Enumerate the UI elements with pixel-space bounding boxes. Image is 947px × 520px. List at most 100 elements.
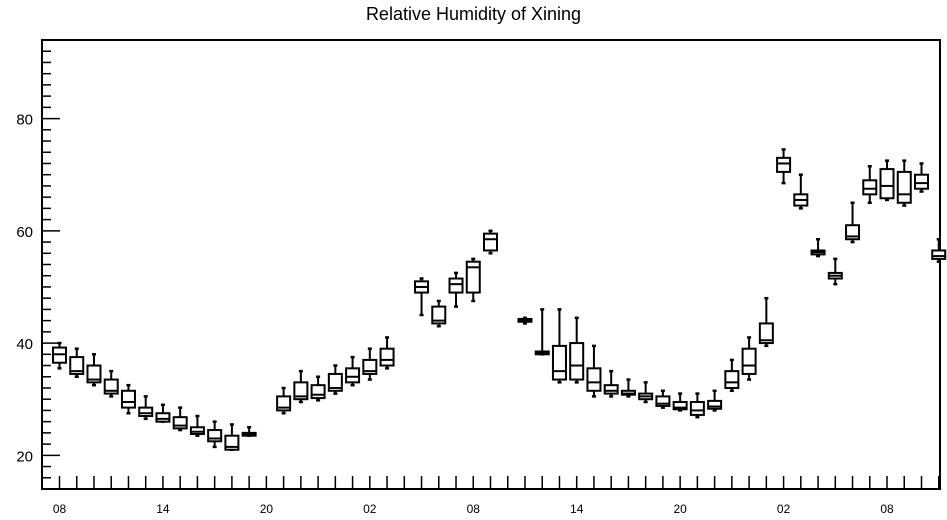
box xyxy=(707,389,723,412)
box xyxy=(845,201,861,244)
iqr-box xyxy=(69,356,85,375)
box xyxy=(741,336,757,381)
box xyxy=(483,229,498,255)
box-series xyxy=(52,148,947,451)
iqr-box xyxy=(689,401,705,416)
box xyxy=(758,296,774,348)
box xyxy=(638,381,654,404)
box xyxy=(327,364,343,395)
x-tick-label: 08 xyxy=(53,502,67,516)
box xyxy=(793,173,809,210)
iqr-box xyxy=(672,401,688,411)
chart-title: Relative Humidity of Xining xyxy=(365,4,582,24)
box xyxy=(310,375,326,402)
x-tick-label: 08 xyxy=(880,502,894,516)
iqr-box xyxy=(86,364,102,384)
box xyxy=(379,336,395,370)
iqr-box xyxy=(172,416,188,430)
box xyxy=(810,237,826,258)
box xyxy=(431,299,447,328)
box xyxy=(345,355,361,387)
box xyxy=(172,406,188,432)
box xyxy=(672,392,688,412)
iqr-box xyxy=(120,389,136,409)
box xyxy=(86,353,102,387)
iqr-box xyxy=(741,347,757,375)
iqr-box xyxy=(207,429,223,443)
y-axis: 20 40 60 80 xyxy=(16,50,60,479)
iqr-box xyxy=(724,370,740,389)
x-tick-label: 02 xyxy=(363,502,377,516)
box xyxy=(155,403,171,423)
y-tick-label: 40 xyxy=(16,336,33,353)
box xyxy=(655,389,671,409)
box xyxy=(224,423,240,451)
iqr-box xyxy=(465,260,481,294)
box xyxy=(586,344,602,398)
box xyxy=(414,277,430,317)
iqr-box xyxy=(655,395,671,407)
box xyxy=(896,159,912,207)
x-tick-label: 20 xyxy=(260,502,274,516)
box xyxy=(931,237,947,263)
iqr-box xyxy=(879,168,895,200)
box xyxy=(276,386,292,415)
x-tick-label: 14 xyxy=(570,502,584,516)
iqr-box xyxy=(758,322,774,345)
iqr-box xyxy=(310,384,326,400)
iqr-box xyxy=(931,249,947,260)
x-tick-label: 14 xyxy=(156,502,170,516)
iqr-box xyxy=(776,156,792,173)
box xyxy=(448,271,464,308)
iqr-box xyxy=(379,347,395,367)
iqr-box xyxy=(551,344,567,381)
box xyxy=(879,159,895,202)
iqr-box xyxy=(345,367,361,384)
box xyxy=(207,420,223,449)
box xyxy=(362,347,378,381)
box xyxy=(138,395,154,421)
box xyxy=(465,257,481,303)
y-tick-label: 60 xyxy=(16,224,33,241)
iqr-box xyxy=(707,399,723,410)
box xyxy=(569,316,585,384)
iqr-box xyxy=(293,381,309,401)
iqr-box xyxy=(431,305,447,325)
box xyxy=(551,308,567,384)
iqr-box xyxy=(189,426,205,435)
iqr-box xyxy=(603,384,619,395)
iqr-box xyxy=(155,412,171,423)
iqr-box xyxy=(914,173,929,190)
box xyxy=(69,347,85,378)
box xyxy=(776,148,792,185)
iqr-box xyxy=(569,342,585,381)
box xyxy=(689,392,705,419)
iqr-box xyxy=(138,406,154,418)
box xyxy=(241,426,257,437)
box xyxy=(293,369,309,404)
iqr-box xyxy=(896,170,912,204)
x-tick-label: 02 xyxy=(777,502,791,516)
box xyxy=(620,378,636,398)
box xyxy=(189,414,205,437)
y-tick-label: 80 xyxy=(16,112,33,129)
box xyxy=(827,257,843,286)
iqr-box xyxy=(862,179,878,196)
iqr-box xyxy=(483,232,498,252)
iqr-box xyxy=(327,372,343,392)
box xyxy=(603,369,619,398)
iqr-box xyxy=(448,277,464,294)
box xyxy=(120,383,136,415)
box xyxy=(862,165,878,205)
x-tick-label: 20 xyxy=(673,502,687,516)
box xyxy=(914,162,929,193)
x-tick-label: 08 xyxy=(467,502,481,516)
x-axis: 08 14 20 02 08 14 20 02 08 xyxy=(53,476,940,516)
box xyxy=(724,358,740,393)
box xyxy=(534,308,550,356)
box xyxy=(52,341,67,370)
box xyxy=(103,369,119,398)
box xyxy=(517,316,533,325)
y-tick-label: 20 xyxy=(16,448,33,465)
